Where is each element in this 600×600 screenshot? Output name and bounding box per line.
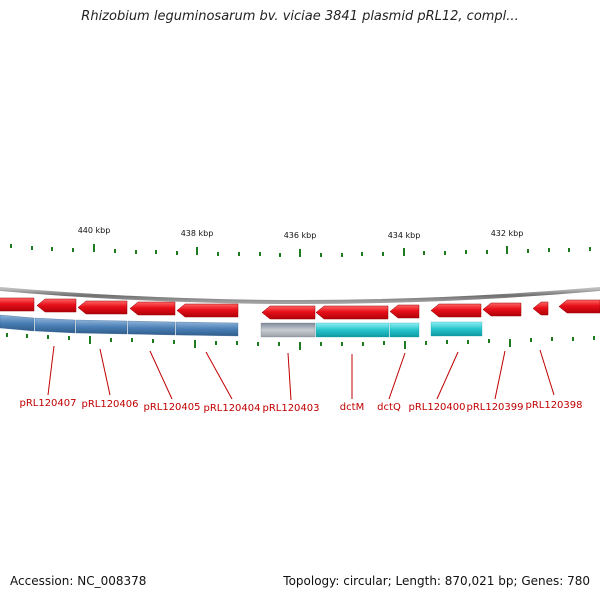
gene-label[interactable]: pRL120403 [262,403,319,414]
gene-arrow[interactable] [77,300,128,315]
gene-label[interactable]: pRL120406 [81,399,138,410]
forward-strand-genes[interactable] [0,297,600,320]
gene-arrow[interactable] [430,303,482,318]
kbp-label: 436 kbp [284,231,317,240]
kbp-label: 438 kbp [181,229,214,238]
gene-label[interactable]: pRL120404 [203,403,260,414]
gene-label[interactable]: pRL120407 [19,398,76,409]
gene-arrow[interactable] [0,297,35,312]
ruler-ticks-bottom [6,333,595,350]
gene-block[interactable] [34,317,76,334]
gene-arrow[interactable] [532,301,549,316]
gene-arrow[interactable] [176,303,239,318]
gene-label[interactable]: dctQ [377,402,401,413]
gene-label[interactable]: pRL120398 [525,400,582,411]
accession-text: Accession: NC_008378 [10,574,147,588]
gene-arrow[interactable] [129,301,176,316]
gene-block[interactable] [175,321,239,337]
gene-block[interactable] [127,320,176,336]
gene-block[interactable] [260,322,316,338]
genome-summary-text: Topology: circular; Length: 870,021 bp; … [283,574,590,588]
reverse-strand-genes[interactable] [0,314,483,338]
gene-arrow[interactable] [261,305,316,320]
gene-arrow[interactable] [36,298,77,313]
gene-label[interactable]: dctM [340,402,364,413]
gene-block[interactable] [430,321,483,337]
gene-block[interactable] [75,319,128,335]
map-title: Rhizobium leguminosarum bv. viciae 3841 … [81,9,519,24]
gene-arrow[interactable] [558,299,600,314]
gene-arrow[interactable] [315,305,389,320]
gene-labels: pRL120407 pRL120406 pRL120405 pRL120404 … [19,398,582,414]
gene-arrow[interactable] [482,302,522,317]
gene-arrow[interactable] [389,304,420,319]
backbone-arc [0,287,600,304]
kbp-label: 440 kbp [78,226,111,235]
kbp-label: 432 kbp [491,229,524,238]
gene-label[interactable]: pRL120399 [466,402,523,413]
gene-block[interactable] [389,322,420,338]
gene-label[interactable]: pRL120400 [408,402,465,413]
gene-label[interactable]: pRL120405 [143,402,200,413]
gene-block[interactable] [315,322,390,338]
kbp-label: 434 kbp [388,231,421,240]
ruler-ticks-top [10,244,591,257]
gene-block[interactable] [0,314,35,332]
label-leaders [47,345,555,401]
